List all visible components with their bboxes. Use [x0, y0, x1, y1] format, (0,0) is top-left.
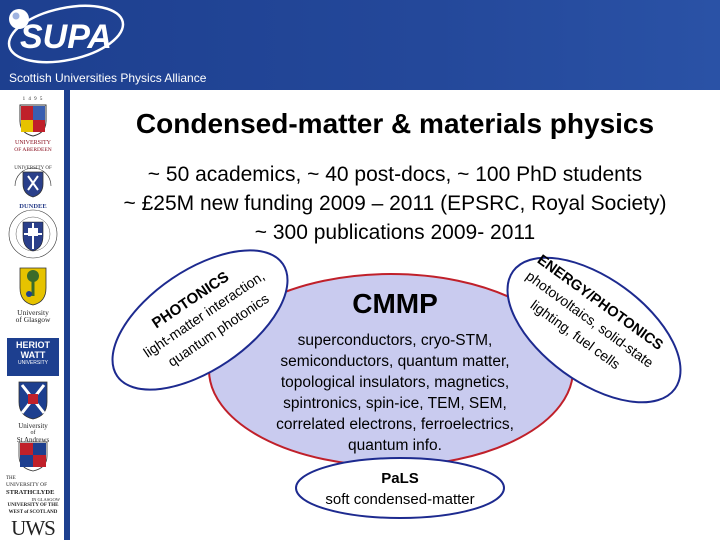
header-bar: SUPA Scottish Universities Physics Allia… — [0, 0, 720, 90]
cmmp-topic-line: semiconductors, quantum matter, — [280, 353, 510, 370]
stat-line-3: ~ 300 publications 2009- 2011 — [254, 221, 536, 244]
aberdeen-crest-icon — [19, 104, 47, 137]
aberdeen-years: 1 4 9 5 — [22, 97, 44, 102]
logo-glasgow: University of Glasgow — [6, 266, 60, 323]
energy-ellipse — [506, 256, 682, 404]
cmmp-title: CMMP — [352, 288, 438, 319]
pals-subtitle: soft condensed-matter — [325, 491, 475, 508]
logo-edinburgh — [6, 208, 60, 263]
photonics-ellipse — [111, 249, 289, 391]
stat-line-2: ~ £25M new funding 2009 – 2011 (EPSRC, R… — [123, 192, 667, 215]
pals-title: PaLS — [381, 470, 419, 487]
logo-st-andrews: University of St Andrews — [6, 380, 60, 444]
st-andrews-crest-icon — [18, 381, 48, 420]
cmmp-topic-line: superconductors, cryo-STM, — [297, 332, 493, 349]
university-logos-sidebar: 1 4 9 5 UNIVERSITY OF ABERDEEN UNIVERSIT… — [0, 90, 64, 540]
edinburgh-crest-icon — [8, 209, 58, 259]
header-tagline: Scottish Universities Physics Alliance — [9, 71, 207, 85]
stat-line-1: ~ 50 academics, ~ 40 post-docs, ~ 100 Ph… — [147, 163, 643, 186]
logo-strathclyde: THE UNIVERSITY OF STRATHCLYDE IN GLASGOW — [6, 440, 60, 503]
glasgow-crest-icon — [19, 267, 47, 306]
supa-logo: SUPA — [7, 4, 125, 64]
logo-heriot-watt: HERIOT WATT UNIVERSITY — [7, 338, 59, 376]
svg-text:UNIVERSITY OF: UNIVERSITY OF — [14, 166, 52, 171]
cmmp-topic-line: spintronics, spin-ice, TEM, SEM, — [283, 395, 507, 412]
logo-dundee: UNIVERSITY OF DUNDEE — [6, 160, 60, 210]
page-title: Condensed-matter & materials physics — [135, 108, 655, 139]
sidebar-divider — [64, 90, 70, 540]
logo-aberdeen: 1 4 9 5 UNIVERSITY OF ABERDEEN — [6, 96, 60, 154]
logo-uws: UNIVERSITY OF THE WEST of SCOTLAND UWS — [7, 503, 59, 540]
cmmp-topic-line: correlated electrons, ferroelectrics, — [276, 416, 514, 433]
cmmp-topic-line: quantum info. — [348, 437, 442, 454]
pals-ellipse — [295, 457, 505, 519]
strathclyde-crest-icon — [18, 441, 48, 472]
logo-text: SUPA — [20, 18, 112, 56]
dundee-crest-icon: UNIVERSITY OF — [14, 166, 52, 198]
cmmp-topic-line: topological insulators, magnetics, — [280, 374, 510, 391]
